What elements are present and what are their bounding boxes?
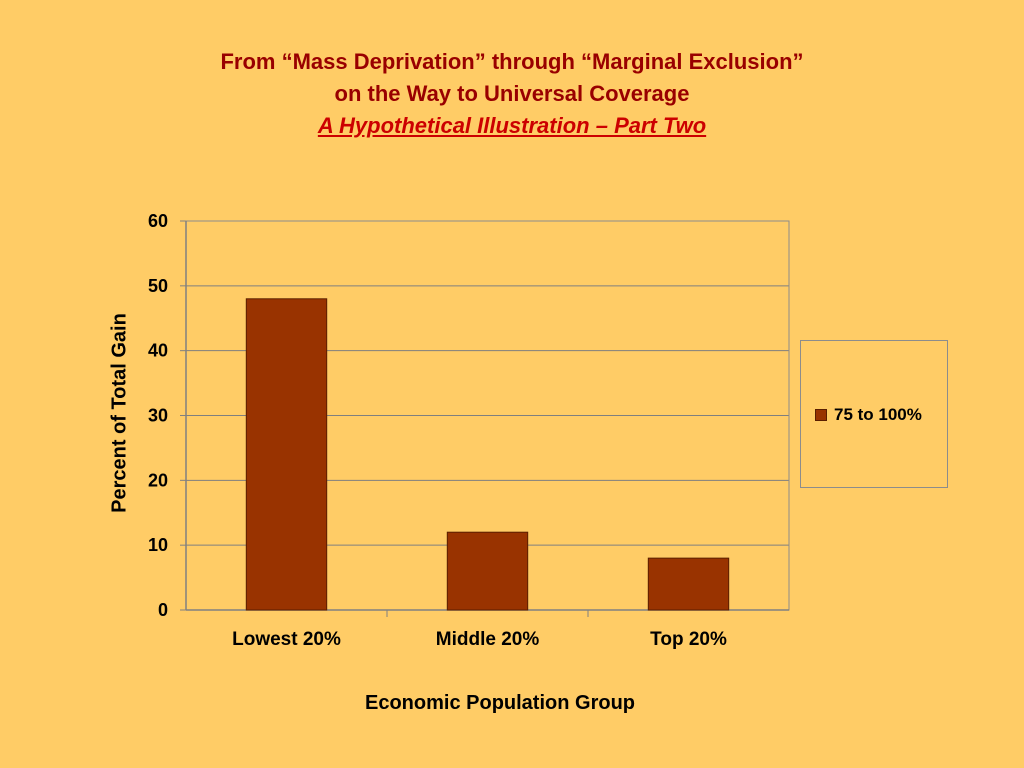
bar-lowest-20 xyxy=(245,298,328,611)
legend-swatch xyxy=(815,409,827,421)
y-tick-label: 20 xyxy=(148,470,168,490)
slide-title: From “Mass Deprivation” through “Margina… xyxy=(0,46,1024,142)
title-line-2: on the Way to Universal Coverage xyxy=(334,81,690,106)
y-axis-title: Percent of Total Gain xyxy=(108,313,131,513)
title-subtitle: A Hypothetical Illustration – Part Two xyxy=(317,113,707,138)
bar-middle-20 xyxy=(446,531,529,611)
legend-item: 75 to 100% xyxy=(815,405,922,425)
y-tick-label: 30 xyxy=(148,406,168,426)
x-axis-title: Economic Population Group xyxy=(365,692,635,714)
y-tick-label: 10 xyxy=(148,535,168,555)
bar-top-20 xyxy=(647,557,730,611)
chart-legend: 75 to 100% xyxy=(800,340,948,488)
legend-label: 75 to 100% xyxy=(834,405,922,424)
x-tick-label: Middle 20% xyxy=(436,629,540,650)
title-line-1: From “Mass Deprivation” through “Margina… xyxy=(220,49,804,74)
x-tick-label: Top 20% xyxy=(650,629,727,650)
y-tick-label: 60 xyxy=(148,211,168,231)
y-tick-label: 0 xyxy=(158,600,168,620)
x-tick-label: Lowest 20% xyxy=(232,629,341,650)
y-tick-label: 50 xyxy=(148,276,168,296)
y-tick-label: 40 xyxy=(148,341,168,361)
